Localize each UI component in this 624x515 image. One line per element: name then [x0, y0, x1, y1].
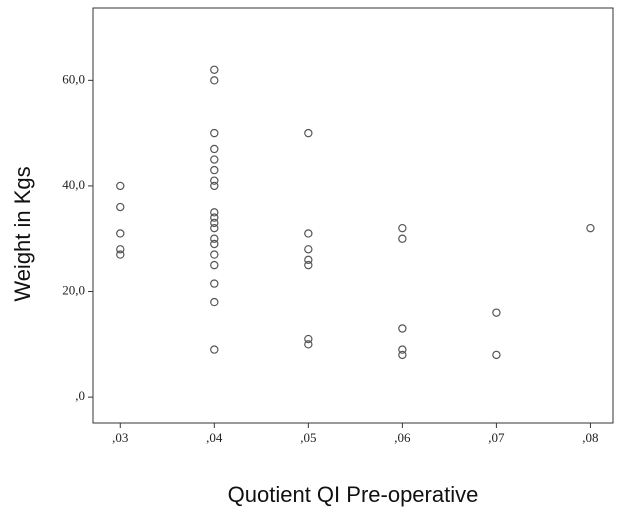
point — [210, 128, 219, 138]
x-axis-title: Quotient QI Pre-operative — [228, 482, 479, 507]
point — [398, 324, 407, 333]
point — [304, 334, 313, 344]
point — [210, 176, 219, 185]
point — [116, 245, 125, 254]
point — [210, 181, 219, 191]
point — [210, 223, 219, 233]
point — [210, 345, 219, 354]
point — [210, 239, 219, 249]
x-tick-label: ,03 — [112, 430, 128, 445]
point — [492, 350, 501, 360]
point — [210, 76, 219, 85]
point — [210, 165, 219, 175]
point — [210, 155, 219, 164]
point — [304, 229, 313, 238]
point — [210, 65, 219, 74]
point — [398, 350, 407, 360]
point — [116, 181, 125, 191]
point — [210, 297, 219, 307]
point — [116, 229, 125, 238]
x-tick-label: ,04 — [206, 430, 223, 445]
y-tick-label: ,0 — [75, 388, 85, 403]
y-tick-label: 60,0 — [62, 71, 85, 86]
point — [210, 208, 219, 217]
point — [586, 223, 595, 233]
point — [304, 340, 313, 349]
x-tick-label: ,06 — [394, 430, 411, 445]
point — [304, 245, 313, 254]
point — [398, 345, 407, 354]
point — [398, 234, 407, 243]
point — [210, 260, 219, 270]
point — [116, 250, 125, 259]
point — [116, 202, 125, 212]
point — [304, 255, 313, 265]
point — [210, 218, 219, 228]
point — [210, 234, 219, 243]
point — [210, 250, 219, 259]
point — [492, 308, 501, 317]
x-tick-label: ,08 — [582, 430, 598, 445]
y-axis-title: Weight in Kgs — [10, 166, 35, 301]
x-tick-label: ,05 — [300, 430, 316, 445]
point — [304, 260, 313, 270]
point — [210, 144, 219, 154]
point — [210, 213, 219, 222]
plot-frame — [92, 7, 614, 424]
point — [304, 128, 313, 138]
y-tick-label: 20,0 — [62, 283, 85, 298]
y-tick-label: 40,0 — [62, 177, 85, 192]
x-tick-label: ,07 — [488, 430, 505, 445]
point — [210, 279, 219, 288]
point — [398, 223, 407, 233]
